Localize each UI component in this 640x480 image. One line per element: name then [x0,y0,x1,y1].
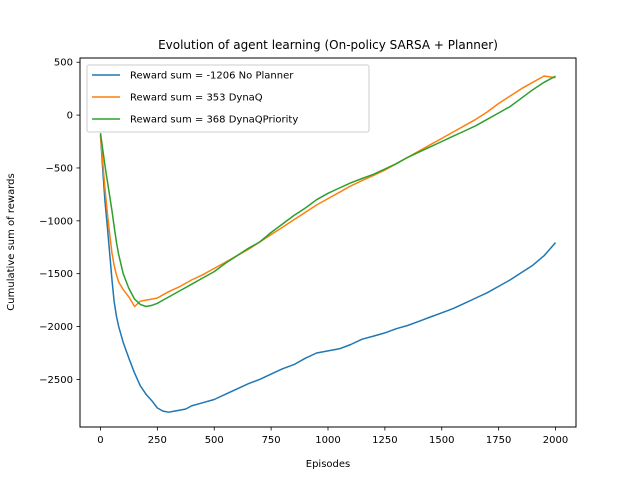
x-tick-label: 750 [262,435,281,446]
legend: Reward sum = -1206 No Planner Reward sum … [86,64,370,133]
y-tick-label: −2000 [39,322,73,333]
chart-title: Evolution of agent learning (On-policy S… [158,38,498,52]
legend-label-0: Reward sum = -1206 No Planner [130,71,294,82]
y-tick-label: 0 [67,111,73,122]
x-tick-label: 1500 [429,435,454,446]
y-tick-label: −1500 [39,269,73,280]
plot-area [99,75,557,413]
x-tick-label: 1750 [486,435,511,446]
legend-label-1: Reward sum = 353 DynaQ [130,93,263,104]
y-axis: 500 0 −500 −1000 −1500 −2000 −2500 [39,58,80,386]
x-axis: 0 250 500 750 1000 1250 1500 1750 2000 [97,427,568,446]
y-tick-label: −2500 [39,375,73,386]
series-line-0 [99,135,557,413]
x-axis-label: Episodes [306,459,350,470]
y-axis-label: Cumulative sum of rewards [6,173,17,310]
series-line-1 [99,75,556,308]
x-tick-label: 1000 [315,435,340,446]
y-tick-label: −500 [46,163,73,174]
x-tick-label: 500 [205,435,224,446]
legend-box [86,64,370,133]
y-tick-label: −1000 [39,216,73,227]
x-tick-label: 2000 [543,435,568,446]
axes-frame [79,57,577,428]
x-tick-label: 0 [97,435,103,446]
y-tick-label: 500 [54,58,73,69]
series-line-2 [99,75,556,308]
legend-label-2: Reward sum = 368 DynaQPriority [130,115,298,126]
x-tick-label: 1250 [372,435,397,446]
x-tick-label: 250 [148,435,167,446]
